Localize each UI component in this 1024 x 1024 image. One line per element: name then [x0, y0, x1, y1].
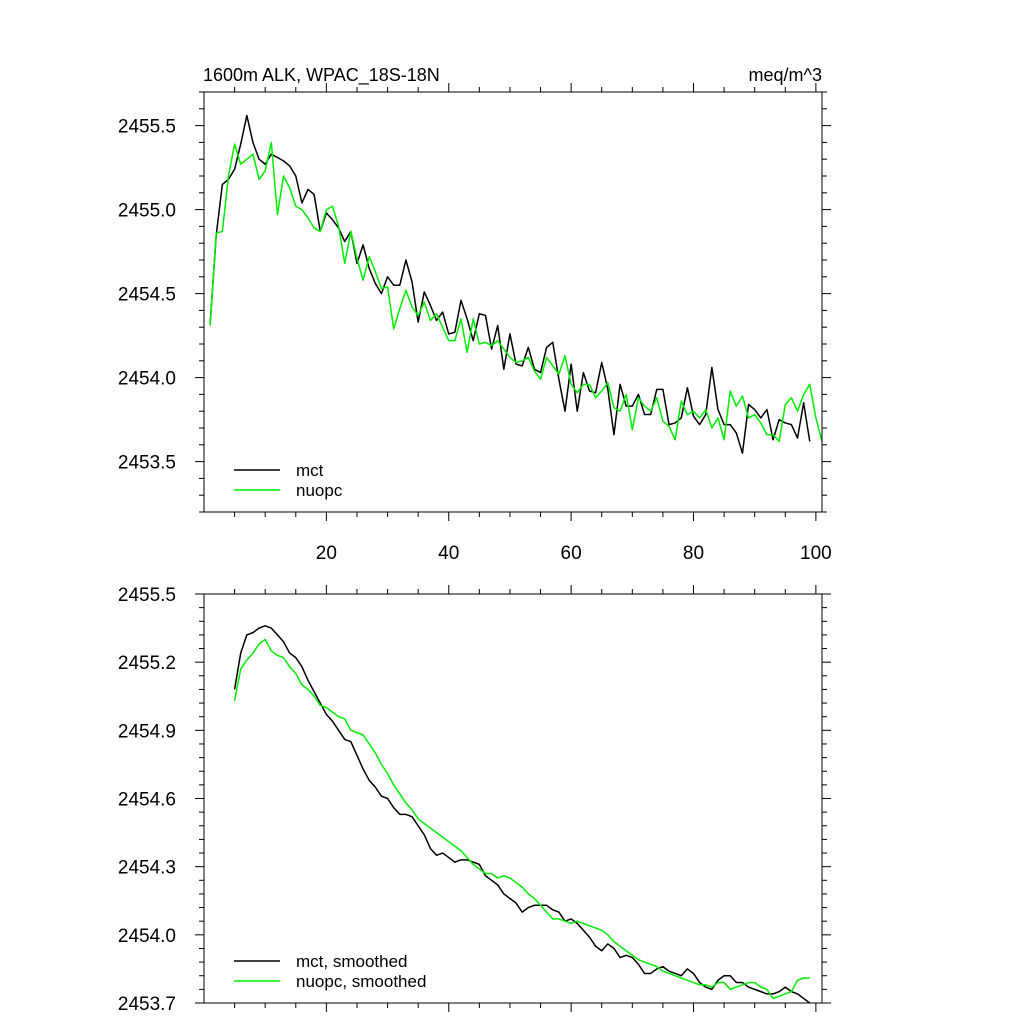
top-panel: 1600m ALK, WPAC_18S-18N meq/m^3 20 40 60…: [118, 65, 832, 564]
top-panel-ticks: [195, 83, 831, 521]
bottom-panel-frame: [203, 593, 823, 1004]
bottom-panel-y-tick-labels: 2453.7 2454.0 2454.3 2454.6 2454.9 2455.…: [118, 585, 176, 1015]
top-panel-x-tick-labels: 20 40 60 80 100: [316, 543, 832, 564]
y-tick-label-2454-6: 2454.6: [118, 790, 176, 811]
x-tick-label-60: 60: [561, 543, 582, 564]
top-panel-units: meq/m^3: [749, 65, 822, 85]
top-panel-title: 1600m ALK, WPAC_18S-18N: [203, 65, 440, 86]
nuopc-series-line: [209, 141, 823, 443]
bottom-panel-legend: mct, smoothed nuopc, smoothed: [234, 952, 426, 991]
y-tick-label-2455-0: 2455.0: [118, 201, 176, 222]
x-tick-label-40: 40: [438, 543, 459, 564]
bottom-panel-ticks: [195, 585, 831, 1012]
x-tick-label-20: 20: [316, 543, 337, 564]
y-tick-label-2453-5: 2453.5: [118, 453, 176, 474]
legend-label-mct: mct: [296, 461, 324, 480]
y-tick-label-2455-5: 2455.5: [118, 585, 176, 606]
y-tick-label-2454-5: 2454.5: [118, 285, 176, 306]
y-tick-label-2455-2: 2455.2: [118, 653, 176, 674]
nuopc-smoothed-series-line: [233, 638, 810, 1000]
top-panel-frame: [203, 91, 823, 513]
y-tick-label-2454-0: 2454.0: [118, 926, 176, 947]
y-tick-label-2454-9: 2454.9: [118, 721, 176, 742]
y-tick-label-2455-5: 2455.5: [118, 117, 176, 138]
legend-label-nuopc: nuopc: [296, 481, 343, 500]
y-tick-label-2454-0: 2454.0: [118, 369, 176, 390]
mct-series-line: [209, 114, 811, 454]
mct-smoothed-series-line: [233, 625, 811, 1004]
bottom-panel: 2453.7 2454.0 2454.3 2454.6 2454.9 2455.…: [118, 585, 831, 1015]
y-tick-label-2454-3: 2454.3: [118, 858, 176, 879]
top-panel-y-tick-labels: 2453.5 2454.0 2454.5 2455.0 2455.5: [118, 117, 176, 474]
legend-label-nuopc-smoothed: nuopc, smoothed: [296, 972, 426, 991]
top-panel-legend: mct nuopc: [234, 461, 343, 500]
x-tick-label-100: 100: [800, 543, 832, 564]
legend-label-mct-smoothed: mct, smoothed: [296, 952, 408, 971]
x-tick-label-80: 80: [683, 543, 704, 564]
y-tick-label-2453-7: 2453.7: [118, 994, 176, 1015]
